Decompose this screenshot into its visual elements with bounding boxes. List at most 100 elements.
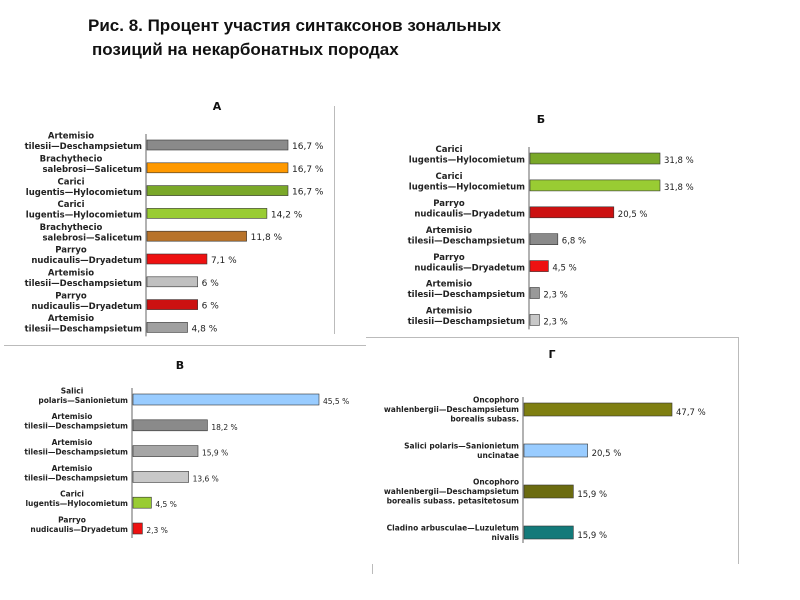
data-label: 11,8 % [251,233,283,243]
category-label: borealis subass. petasitetosum [387,497,520,506]
category-label: nivalis [492,533,520,542]
figure-title: Рис. 8. Процент участия синтаксонов зона… [88,14,501,62]
data-label: 20,5 % [618,210,648,220]
bar [529,233,559,245]
data-label: 7,1 % [211,256,237,266]
bar [146,253,208,265]
category-label: Carici [435,145,462,155]
data-label: 6 % [202,302,220,312]
category-label: Brachythecio [40,155,103,165]
category-label: Salici polaris—Sanionietum [404,441,519,450]
bar [529,314,540,326]
chart-b: Б 31,8 %Caricilugentis—Hylocomietum31,8 … [408,113,694,330]
chart-c-panel: В 45,5 % Salici polaris—Sanionietum 18,2 % A… [4,345,373,574]
bar [132,393,320,406]
bar [146,208,268,219]
data-label: 14,2 % [271,210,303,220]
category-label: Parryo [55,291,87,301]
category-label: Salici [61,386,84,395]
data-label: 4,8 % [192,324,218,334]
category-label: lugentis—Hylocomietum [26,188,142,198]
bar [146,139,289,151]
data-label: 6 % [202,279,220,289]
category-label: nudicaulis—Dryadetum [30,525,128,534]
category-label: Artemisio [48,132,94,142]
category-label: Oncophoro [473,478,519,487]
bar [523,443,588,458]
bar [132,522,143,535]
category-label: tilesii—Deschampsietum [24,422,128,431]
bar [146,299,198,310]
category-label: Artemisio [52,438,93,447]
bar [523,484,574,499]
data-label: 31,8 % [664,156,694,166]
chart-title: В [176,359,184,372]
figure-title-line1: Рис. 8. Процент участия синтаксонов зона… [88,16,501,35]
category-label: lugentis—Hylocomietum [26,211,142,221]
category-label: Artemisio [426,307,472,317]
bar [132,419,208,432]
category-label: Carici [57,177,84,187]
chart-d-panel: Г 47,7 % Oncophoro wahlenbergii—Deschampsi… [366,337,739,564]
data-label: 4,5 % [552,264,576,274]
category-label: Parryo [433,199,465,209]
category-label: tilesii—Deschampsietum [24,447,128,456]
category-label: Artemisio [48,269,94,279]
category-label: nudicaulis—Dryadetum [31,256,142,266]
bar [132,471,189,483]
category-label: Artemisio [52,412,93,421]
category-label: Carici [60,490,84,499]
data-label: 2,3 % [543,317,567,327]
bar [132,496,152,509]
category-label: Brachythecio [40,223,103,233]
category-label: nudicaulis—Dryadetum [414,263,525,273]
data-label: 16,7 % [292,142,324,152]
category-label: Artemisio [52,464,93,473]
data-label: 2,3 % [543,291,567,301]
chart-d-bars: 47,7 %Oncophorowahlenbergii—Deschampsiet… [384,396,706,543]
category-label: tilesii—Deschampsietum [24,473,128,482]
chart-a-bars: 16,7 %Artemisiotilesii—Deschampsietum16,… [25,132,324,337]
category-label: Carici [57,200,84,210]
data-label: 13,6 % [193,474,219,483]
category-label: Artemisio [426,226,472,236]
data-label: 6,8 % [562,237,586,247]
chart-b-panel: Б 31,8 % Carici lugentis—Hylocomietum 31,8 … [334,106,705,334]
bar [529,287,540,299]
category-label: wahlenbergii—Deschampsietum [384,487,519,496]
category-label: nudicaulis—Dryadetum [414,210,525,220]
bar [529,179,661,192]
chart-title: Б [537,113,545,126]
bar [146,322,188,333]
category-label: Oncophoro [473,396,519,405]
data-label: 18,2 % [211,423,237,432]
bar [146,230,247,242]
data-label: 16,7 % [292,188,324,198]
data-label: 4,5 % [155,500,176,509]
category-label: Parryo [433,253,465,263]
chart-title: Г [548,348,555,361]
category-label: tilesii—Deschampsietum [408,236,526,246]
category-label: Artemisio [48,314,94,324]
bar [523,525,574,540]
chart-a: А 16,7 %Artemisiotilesii—Deschampsietum1… [25,100,324,337]
category-label: wahlenbergii—Deschampsietum [384,405,519,414]
bar [146,276,198,288]
category-label: nudicaulis—Dryadetum [31,302,142,312]
category-label: tilesii—Deschampsietum [25,279,143,289]
chart-d: Г 47,7 %Oncophorowahlenbergii—Deschampsi… [384,348,706,543]
category-label: tilesii—Deschampsietum [25,142,143,152]
data-label: 47,7 % [676,408,706,418]
data-label: 16,7 % [292,165,324,175]
category-label: Carici [435,172,462,182]
bar [146,185,289,196]
category-label: lugentis—Hylocomietum [409,156,525,166]
category-label: lugentis—Hylocomietum [409,183,525,193]
bar [523,402,673,417]
category-label: tilesii—Deschampsietum [408,290,526,300]
data-label: 2,3 % [146,526,167,535]
chart-title: А [213,100,222,113]
category-label: Artemisio [426,280,472,290]
